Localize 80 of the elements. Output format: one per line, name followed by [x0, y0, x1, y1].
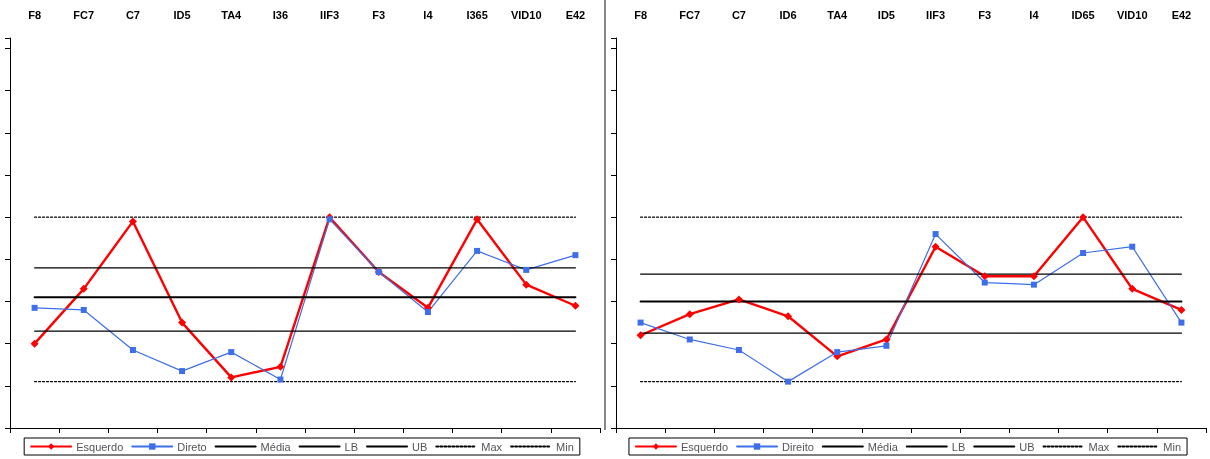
x-tick-label: F8 — [28, 8, 42, 21]
x-tick-label: IIF3 — [926, 8, 946, 21]
point — [129, 347, 136, 353]
legend-label: Min — [1163, 440, 1182, 453]
point — [424, 309, 431, 316]
point — [931, 242, 940, 251]
point — [1030, 281, 1037, 288]
point — [128, 217, 137, 226]
legend-label: Min — [556, 440, 574, 453]
x-tick-label: VID10 — [1116, 8, 1148, 21]
point — [784, 312, 793, 321]
point — [572, 252, 579, 259]
x-tick-label: C7 — [731, 8, 746, 21]
point — [735, 347, 742, 353]
x-tick-label: E42 — [565, 8, 586, 21]
legend-label: Direto — [177, 440, 207, 453]
x-tick-label: TA4 — [827, 8, 849, 21]
point — [685, 310, 694, 319]
point — [227, 373, 236, 382]
point — [80, 306, 87, 313]
legend-label: LB — [344, 440, 359, 453]
point — [981, 279, 988, 286]
point — [1178, 319, 1185, 326]
point — [276, 362, 285, 371]
point — [523, 266, 530, 273]
point — [31, 304, 38, 311]
legend-label: Direito — [782, 440, 814, 453]
point — [473, 215, 482, 224]
legend-label: Média — [867, 440, 899, 453]
point — [79, 284, 88, 293]
x-tick-label: I4 — [1029, 8, 1040, 21]
point — [571, 301, 580, 310]
legend-label: Média — [260, 440, 292, 453]
point — [882, 335, 891, 344]
point — [277, 376, 284, 383]
point — [883, 342, 890, 349]
legend-label: Esquerdo — [680, 440, 729, 453]
x-tick-label: VID10 — [510, 8, 542, 21]
point — [178, 318, 187, 327]
x-tick-label: I365 — [466, 8, 488, 21]
point — [1128, 284, 1137, 293]
point — [1177, 305, 1186, 314]
point — [228, 349, 235, 356]
x-tick-label: TA4 — [221, 8, 243, 21]
legend-label: Max — [1088, 440, 1110, 453]
x-tick-label: I4 — [423, 8, 434, 21]
legend-label: LB — [951, 440, 966, 453]
x-tick-label: ID5 — [173, 8, 191, 21]
x-tick-label: F3 — [978, 8, 992, 21]
x-tick-label: IIF3 — [320, 8, 340, 21]
point — [1079, 213, 1088, 222]
x-tick-label: ID5 — [877, 8, 895, 21]
point — [637, 319, 644, 326]
x-tick-label: E42 — [1171, 8, 1192, 21]
x-tick-label: C7 — [125, 8, 140, 21]
x-tick-label: I36 — [272, 8, 289, 21]
point — [686, 336, 693, 343]
point — [1029, 272, 1038, 281]
point — [522, 280, 531, 289]
point — [179, 368, 186, 375]
point — [834, 349, 841, 356]
legend-label: Esquerdo — [76, 440, 124, 453]
legend-label: UB — [412, 440, 428, 453]
point — [30, 339, 39, 348]
x-tick-label: F8 — [634, 8, 648, 21]
point — [474, 247, 481, 254]
x-tick-label: ID6 — [779, 8, 797, 21]
x-tick-label: ID65 — [1071, 8, 1095, 21]
legend-label: UB — [1019, 440, 1035, 453]
point — [785, 378, 792, 385]
legend-label: Max — [481, 440, 503, 453]
point — [1080, 250, 1087, 257]
point — [1129, 243, 1136, 250]
point — [980, 272, 989, 281]
point — [636, 331, 645, 340]
x-tick-label: F3 — [372, 8, 386, 21]
x-tick-label: FC7 — [73, 8, 95, 21]
point — [932, 231, 939, 238]
x-tick-label: FC7 — [679, 8, 701, 21]
point — [734, 295, 743, 304]
